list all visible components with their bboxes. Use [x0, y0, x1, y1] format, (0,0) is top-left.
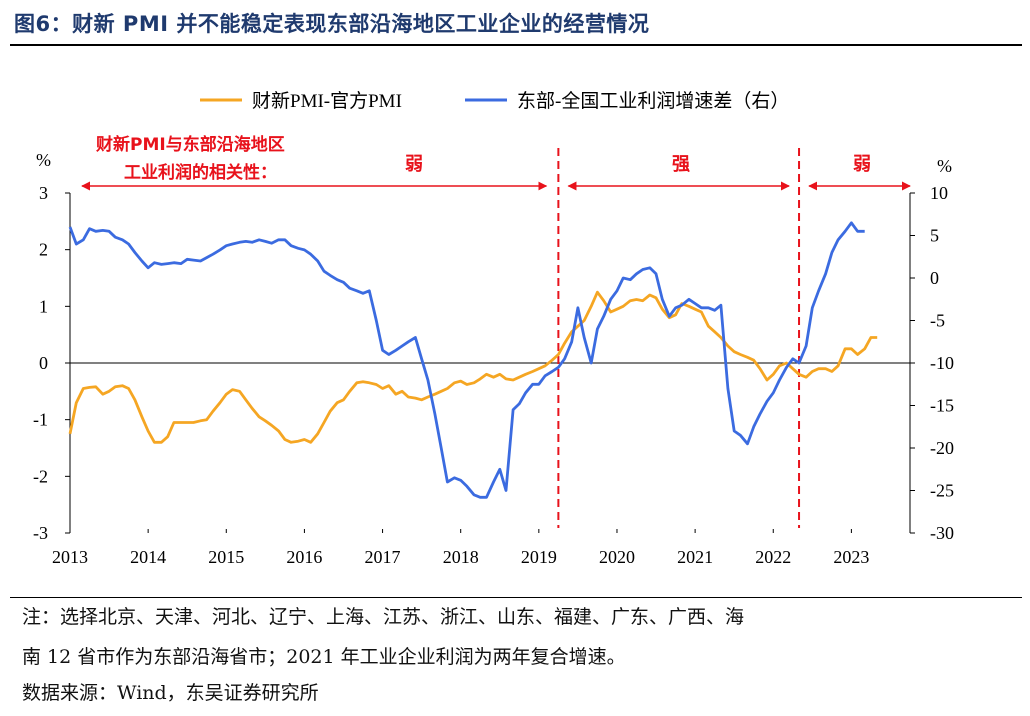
period-label-strong: 强 — [672, 154, 690, 175]
x-tick-label: 2013 — [52, 547, 88, 567]
x-tick-label: 2018 — [443, 547, 479, 567]
x-tick-label: 2015 — [208, 547, 244, 567]
x-tick-label: 2023 — [833, 547, 869, 567]
x-tick-label: 2022 — [755, 547, 791, 567]
legend: 财新PMI-官方PMI 东部-全国工业利润增速差（右） — [200, 90, 789, 112]
x-tick-label: 2020 — [599, 547, 635, 567]
period-label-weak-1: 弱 — [405, 154, 423, 175]
series-line-east-profit — [68, 221, 865, 499]
series-lines — [68, 221, 878, 499]
y-left-tick-label: 1 — [39, 296, 48, 316]
correlation-label-line2: 工业利润的相关性： — [124, 162, 277, 183]
x-tick-label: 2014 — [130, 547, 166, 567]
title-rule — [10, 44, 1022, 46]
y-right-tick-label: 0 — [930, 268, 939, 288]
y-right-tick-label: -25 — [930, 481, 954, 501]
x-tick-label: 2016 — [286, 547, 322, 567]
notes-rule — [10, 597, 1022, 598]
legend-item-caixin-pmi-label: 财新PMI-官方PMI — [252, 90, 402, 112]
y-left-unit: % — [36, 150, 51, 170]
y-left-tick-label: 0 — [39, 353, 48, 373]
note-line-1: 注：选择北京、天津、河北、辽宁、上海、江苏、浙江、山东、福建、广东、广西、海 — [22, 606, 745, 628]
y-right-tick-label: -10 — [930, 353, 954, 373]
period-dividers — [557, 148, 801, 528]
y-right-tick-label: 10 — [930, 183, 948, 203]
y-right-tick-label: -15 — [930, 396, 954, 416]
y-right-tick-label: -5 — [930, 311, 945, 331]
figure-title: 图6：财新 PMI 并不能稳定表现东部沿海地区工业企业的经营情况 — [14, 12, 650, 36]
y-left-tick-label: -2 — [33, 466, 48, 486]
y-left-tick-label: -1 — [33, 410, 48, 430]
x-tick-label: 2017 — [365, 547, 401, 567]
x-tick-label: 2019 — [521, 547, 557, 567]
y-right-tick-label: 5 — [930, 226, 939, 246]
series-line-caixin-pmi — [68, 290, 878, 444]
period-label-weak-2: 弱 — [853, 154, 871, 175]
note-line-2: 南 12 省市作为东部沿海省市；2021 年工业企业利润为两年复合增速。 — [22, 646, 626, 668]
chart: 财新PMI-官方PMI 东部-全国工业利润增速差（右） 3210-1-2-3%10… — [33, 90, 954, 567]
legend-item-east-profit-label: 东部-全国工业利润增速差（右） — [517, 90, 789, 112]
x-tick-label: 2021 — [677, 547, 713, 567]
y-left-tick-label: 3 — [39, 183, 48, 203]
y-right-tick-label: -30 — [930, 523, 954, 543]
correlation-label-line1: 财新PMI与东部沿海地区 — [95, 134, 285, 155]
y-left-tick-label: -3 — [33, 523, 48, 543]
source-line: 数据来源：Wind，东吴证券研究所 — [22, 682, 319, 704]
y-right-tick-label: -20 — [930, 438, 954, 458]
y-right-unit: % — [937, 156, 952, 176]
y-left-tick-label: 2 — [39, 240, 48, 260]
